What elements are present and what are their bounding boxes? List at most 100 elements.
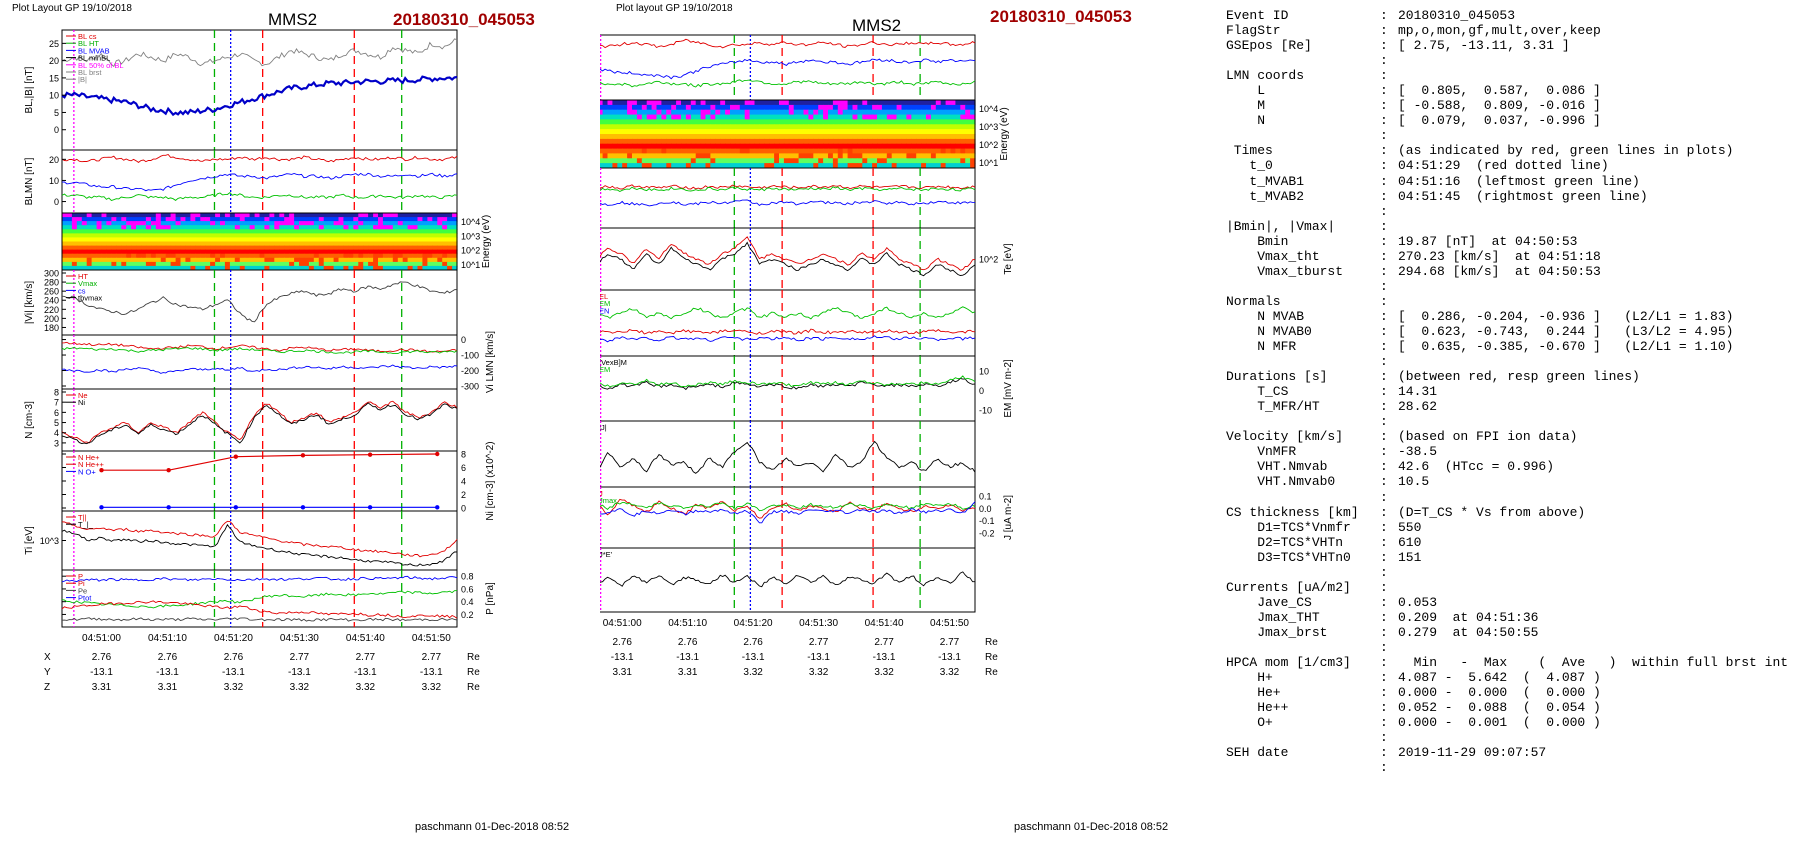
spectrogram-cell — [160, 257, 167, 263]
spectrogram-cell — [392, 257, 399, 263]
spectrogram-cell — [141, 245, 147, 251]
spectrogram-cell — [333, 265, 340, 271]
spectrogram-cell — [205, 213, 211, 218]
panel-frame — [61, 269, 458, 336]
spectrogram-cell — [313, 265, 320, 271]
spectrogram-cell — [289, 237, 295, 243]
spectrogram-cell — [387, 249, 394, 255]
report-label — [1226, 490, 1380, 505]
spectrogram-cell — [313, 233, 320, 239]
spectrogram-cell — [76, 225, 83, 230]
y-tick-label: 25 — [49, 39, 59, 49]
spectrogram-cell — [676, 104, 682, 111]
spectrogram-cell — [695, 163, 702, 169]
spectrogram-cell — [333, 241, 340, 247]
spectrogram-cell — [960, 124, 966, 130]
spectrogram-cell — [877, 134, 883, 140]
spectrogram-cell — [442, 257, 448, 263]
spectrogram-cell — [955, 119, 961, 125]
spectrogram-cell — [145, 213, 152, 218]
spectrogram-cell — [284, 217, 290, 222]
spectrogram-cell — [685, 119, 692, 125]
report-label: T_CS — [1226, 384, 1289, 400]
spectrogram-cell — [254, 241, 261, 247]
report-label: VHT.Nmvab — [1226, 459, 1328, 475]
spectrogram-cell — [725, 134, 731, 140]
report-separator: : — [1380, 429, 1388, 445]
spectrogram-cell — [239, 253, 246, 259]
spectrogram-cell — [734, 134, 741, 140]
y-tick-label: 10 — [49, 91, 59, 101]
spectrogram-cell — [249, 245, 256, 251]
spectrogram-cell — [382, 225, 389, 230]
spectrogram-cell — [803, 143, 809, 150]
spectrogram-cell — [338, 241, 344, 247]
spectrogram-cell — [190, 217, 196, 222]
pos-value: 2.77 — [874, 637, 894, 648]
report-separator: : — [1380, 339, 1388, 355]
spectrogram-cell — [627, 129, 633, 135]
spectrogram-cell — [155, 221, 162, 226]
spectrogram-cell — [180, 249, 186, 255]
spectrogram-cell — [823, 163, 829, 169]
report-value — [1398, 68, 1796, 83]
spectrogram-cell — [793, 158, 800, 164]
spectrogram-cell — [886, 163, 893, 169]
spectrogram-cell — [96, 261, 103, 267]
spectrogram-cell — [397, 257, 404, 263]
spectrogram-cell — [452, 253, 458, 259]
spectrogram-cell — [627, 119, 633, 125]
spectrogram-cell — [338, 221, 344, 226]
spectrogram-cell — [437, 257, 443, 263]
spectrogram-cell — [323, 237, 330, 243]
spectrogram-cell — [705, 129, 711, 135]
spectrogram-cell — [661, 100, 667, 106]
spectrogram-cell — [447, 241, 453, 247]
spectrogram-cell — [720, 100, 726, 106]
spectrogram-cell — [427, 265, 433, 271]
spectrogram-cell — [269, 261, 275, 267]
report-label: D3=TCS*VHTn0 — [1226, 549, 1351, 565]
spectrogram-cell — [81, 253, 88, 259]
spectrogram-cell — [926, 124, 932, 130]
spectrogram-cell — [641, 138, 648, 145]
report-value: 2019-11-29 09:07:57 — [1398, 745, 1547, 761]
pos-value: 3.32 — [356, 682, 376, 693]
spectrogram-cell — [269, 237, 275, 243]
spectrogram-cell — [906, 124, 912, 130]
spectrogram-cell — [259, 265, 265, 271]
spectrogram-cell — [195, 233, 201, 239]
spectrogram-cell — [96, 229, 103, 234]
y-tick-label: 0 — [461, 335, 466, 345]
spectrogram-cell — [867, 158, 873, 164]
spectrogram-cell — [412, 237, 419, 243]
spectrogram-cell — [121, 249, 127, 255]
report-separator: : — [1380, 53, 1388, 69]
spectrogram-cell — [705, 109, 711, 116]
spectrogram-cell — [906, 134, 912, 140]
spectrogram-cell — [896, 119, 903, 125]
spectrogram-cell — [788, 148, 795, 155]
spectrogram-cell — [210, 233, 216, 239]
spectrogram-cell — [779, 114, 785, 121]
series-line — [61, 191, 458, 202]
spectrogram-cell — [116, 233, 122, 239]
spectrogram-cell — [402, 217, 409, 222]
spectrogram-cell — [764, 153, 770, 159]
spectrogram-cell — [308, 217, 315, 222]
spectrogram-cell — [847, 158, 854, 164]
spectrogram-cell — [190, 241, 196, 247]
spectrogram-cell — [224, 237, 231, 243]
spectrogram-cell — [353, 229, 359, 234]
spectrogram-cell — [886, 114, 893, 121]
legend-label: BL 50% of BL — [78, 61, 124, 70]
spectrogram-cell — [764, 129, 770, 135]
spectrogram-cell — [338, 213, 344, 218]
spectrogram-cell — [617, 109, 623, 116]
series-line — [600, 79, 976, 88]
spectrogram-cell — [906, 158, 912, 164]
spectrogram-cell — [950, 129, 956, 135]
spectrogram-cell — [62, 213, 68, 218]
spectrogram-cell — [71, 253, 78, 259]
spectrogram-cell — [970, 124, 976, 130]
